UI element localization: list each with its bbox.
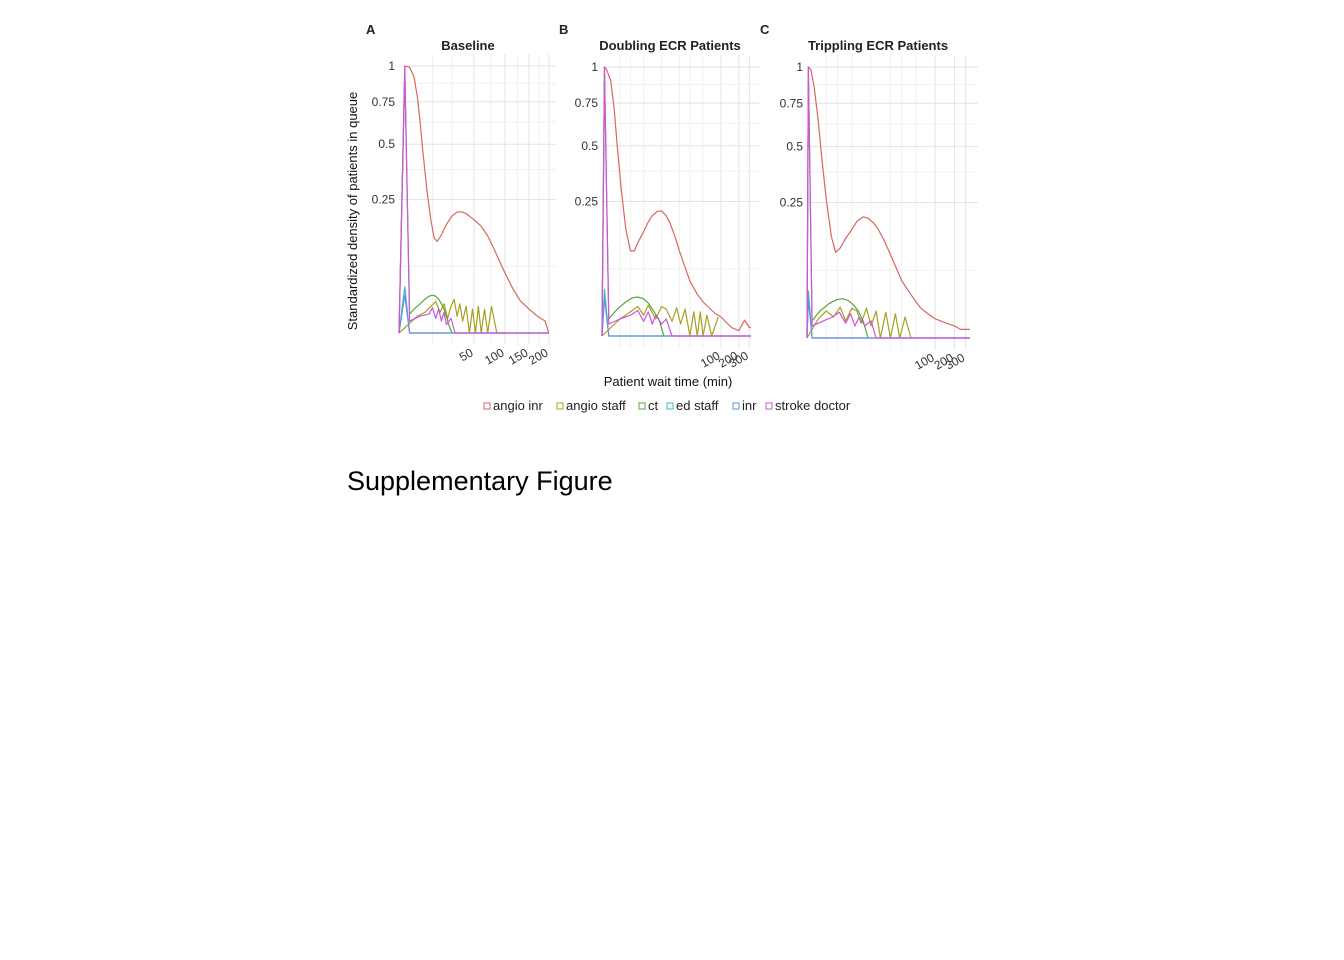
y-tick-label: 0.25 xyxy=(575,195,599,209)
grid xyxy=(807,55,978,350)
legend-swatch xyxy=(638,402,646,410)
series-line-angio-inr xyxy=(806,66,970,339)
x-tick-label: 200 xyxy=(526,345,551,367)
panel-title: Trippling ECR Patients xyxy=(808,38,948,53)
series-line-stroke-doctor xyxy=(398,65,549,334)
legend-label: angio staff xyxy=(566,398,626,413)
y-tick-label: 0.25 xyxy=(372,193,396,207)
x-tick-label: 50 xyxy=(457,345,476,364)
y-tick-label: 0.5 xyxy=(786,139,803,153)
y-tick-label: 1 xyxy=(388,59,395,73)
y-tick-label: 0.75 xyxy=(780,96,804,110)
legend-item: angio inr xyxy=(483,398,544,413)
figure-caption: Supplementary Figure xyxy=(347,466,613,496)
legend-label: inr xyxy=(742,398,757,413)
series-line-inr xyxy=(806,299,970,339)
series-line-stroke-doctor xyxy=(806,66,970,339)
legend-item: ct xyxy=(638,398,659,413)
series-line-ct xyxy=(601,73,665,337)
x-tick-label: 100 xyxy=(482,345,507,367)
legend-item: ed staff xyxy=(666,398,719,413)
legend-swatch xyxy=(483,402,491,410)
legend-swatch xyxy=(666,402,674,410)
series-line-ct xyxy=(398,72,453,334)
panel-title: Baseline xyxy=(441,38,494,53)
series-line-angio-staff xyxy=(601,304,719,337)
legend-swatch xyxy=(765,402,773,410)
series-line-stroke-doctor xyxy=(601,66,751,337)
legend-item: inr xyxy=(732,398,757,413)
panel-title: Doubling ECR Patients xyxy=(599,38,741,53)
legend-label: stroke doctor xyxy=(775,398,851,413)
y-tick-label: 1 xyxy=(591,60,598,74)
y-tick-label: 0.5 xyxy=(378,137,395,151)
y-axis-title: Standardized density of patients in queu… xyxy=(345,92,360,331)
legend-item: stroke doctor xyxy=(765,398,851,413)
series-line-angio-inr xyxy=(398,65,550,334)
series-line-angio-staff xyxy=(806,306,912,339)
legend-swatch xyxy=(732,402,740,410)
y-tick-label: 0.75 xyxy=(575,96,599,110)
legend: angio inr angio staff ct ed staff inr stroke … xyxy=(483,398,851,413)
series-line-ed-staff xyxy=(601,288,751,337)
panel-letter: A xyxy=(366,22,376,37)
y-tick-label: 0.5 xyxy=(581,139,598,153)
panel-letter: C xyxy=(760,22,770,37)
legend-label: ct xyxy=(648,398,659,413)
panel-letter: B xyxy=(559,22,568,37)
x-axis-title: Patient wait time (min) xyxy=(604,374,733,389)
legend-label: ed staff xyxy=(676,398,719,413)
grid xyxy=(602,55,759,348)
legend-swatch xyxy=(556,402,564,410)
y-tick-label: 1 xyxy=(796,60,803,74)
y-tick-label: 0.25 xyxy=(780,196,804,210)
y-tick-label: 0.75 xyxy=(372,95,396,109)
legend-label: angio inr xyxy=(493,398,544,413)
series-line-angio-inr xyxy=(601,66,751,337)
legend-item: angio staff xyxy=(556,398,626,413)
series-line-angio-staff xyxy=(398,298,506,334)
